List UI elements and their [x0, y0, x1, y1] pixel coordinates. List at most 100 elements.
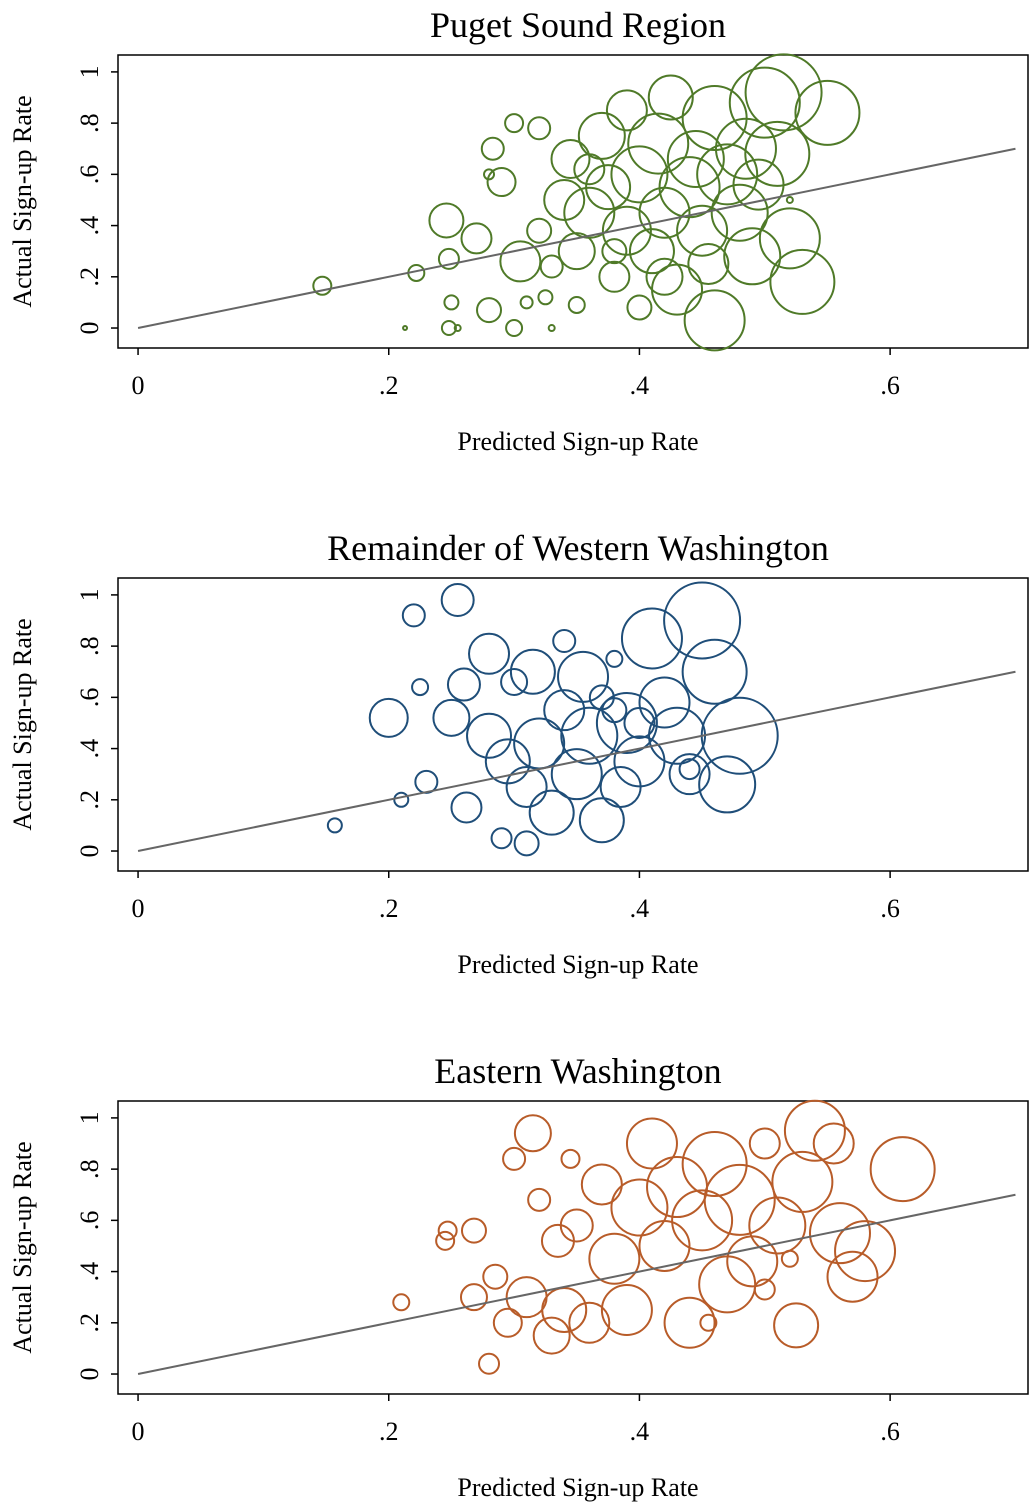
bubble	[744, 120, 811, 187]
bubble	[627, 112, 690, 175]
x-tick-label: .2	[379, 371, 399, 400]
bubble	[588, 1232, 641, 1285]
reference-line	[137, 1193, 1016, 1375]
bubble	[647, 74, 694, 121]
bubble	[638, 186, 691, 239]
x-tick-label: 0	[132, 1417, 145, 1446]
y-tick-label: 0	[75, 322, 104, 335]
bubble	[626, 294, 653, 321]
bubble	[509, 648, 556, 695]
bubble	[773, 1302, 820, 1349]
bubble	[539, 254, 564, 279]
bubble	[482, 1263, 509, 1290]
chart-title: Puget Sound Region	[430, 5, 726, 45]
bubble	[392, 1293, 411, 1312]
bubble	[826, 1250, 879, 1303]
bubble	[748, 1127, 781, 1160]
bubble	[540, 1223, 575, 1258]
bubble	[560, 706, 619, 765]
bubble	[435, 1230, 456, 1251]
bubble	[578, 797, 625, 844]
bubble	[446, 667, 481, 702]
bubble	[728, 66, 801, 139]
y-tick-label: .2	[75, 1313, 104, 1333]
bubble	[676, 204, 729, 257]
y-tick-label: .8	[75, 113, 104, 133]
bubble	[502, 1146, 527, 1171]
x-tick-label: .4	[630, 1417, 650, 1446]
bubble	[610, 145, 669, 204]
bubble	[326, 817, 343, 834]
bubble	[460, 222, 493, 255]
bubble	[532, 1316, 571, 1355]
x-tick-label: .2	[379, 894, 399, 923]
bubble	[486, 167, 517, 198]
bubble	[681, 1131, 748, 1198]
y-tick-label: 0	[75, 1368, 104, 1381]
bubble	[714, 117, 777, 180]
bubble	[744, 53, 823, 132]
bubble	[748, 1196, 807, 1255]
bubble	[428, 202, 465, 239]
bubble	[628, 228, 675, 275]
bubble	[513, 830, 540, 857]
y-tick-label: .6	[75, 165, 104, 185]
bubble	[393, 791, 410, 808]
y-tick-label: .6	[75, 1211, 104, 1231]
bubble	[550, 138, 591, 179]
bubble	[696, 143, 759, 206]
y-tick-label: .2	[75, 267, 104, 287]
bubble	[610, 1178, 669, 1237]
bubble	[552, 629, 577, 654]
y-axis-label: Actual Sign-up Rate	[8, 95, 37, 307]
bubble	[527, 116, 552, 141]
bubble	[505, 319, 524, 338]
bubble	[483, 168, 496, 181]
bubble	[699, 1313, 718, 1332]
bubble	[671, 1189, 734, 1252]
bubble	[466, 712, 513, 759]
bubble	[550, 748, 603, 801]
bubble	[459, 1283, 488, 1312]
plot-frame	[117, 1100, 1029, 1395]
y-tick-label: .8	[75, 1159, 104, 1179]
plot-frame	[117, 577, 1029, 872]
bubble	[468, 632, 511, 675]
y-tick-label: 1	[75, 1111, 104, 1124]
bubble	[666, 129, 725, 188]
bubble	[753, 1278, 776, 1301]
bubble	[580, 1163, 623, 1206]
plot-frame	[117, 54, 1029, 349]
bubble	[623, 706, 656, 739]
x-tick-label: .6	[880, 1417, 900, 1446]
bubble	[812, 1122, 855, 1165]
x-tick-label: .4	[630, 894, 650, 923]
bubble	[869, 1136, 936, 1203]
bubble	[492, 1307, 523, 1338]
bubble	[490, 827, 513, 850]
bubble	[595, 691, 658, 754]
bubble	[687, 242, 730, 285]
bubble	[585, 164, 632, 211]
x-tick-label: .4	[630, 371, 650, 400]
bubble	[460, 1217, 487, 1244]
reference-line	[137, 147, 1016, 330]
bubble	[710, 183, 769, 242]
y-tick-label: 0	[75, 845, 104, 858]
bubble	[401, 603, 426, 628]
bubble	[450, 791, 483, 824]
bubble	[663, 581, 742, 660]
bubble	[638, 1219, 691, 1272]
bubble	[559, 1208, 594, 1243]
bubble	[601, 238, 628, 265]
bubble	[758, 207, 821, 270]
chart-title: Eastern Washington	[434, 1051, 721, 1091]
bubble	[568, 1301, 611, 1344]
bubble	[794, 79, 861, 146]
bubble	[663, 1296, 716, 1349]
bubble	[646, 1156, 709, 1219]
reference-line	[137, 670, 1016, 853]
bubble	[480, 136, 505, 161]
y-tick-label: .4	[75, 216, 104, 236]
bubble	[478, 1352, 501, 1375]
